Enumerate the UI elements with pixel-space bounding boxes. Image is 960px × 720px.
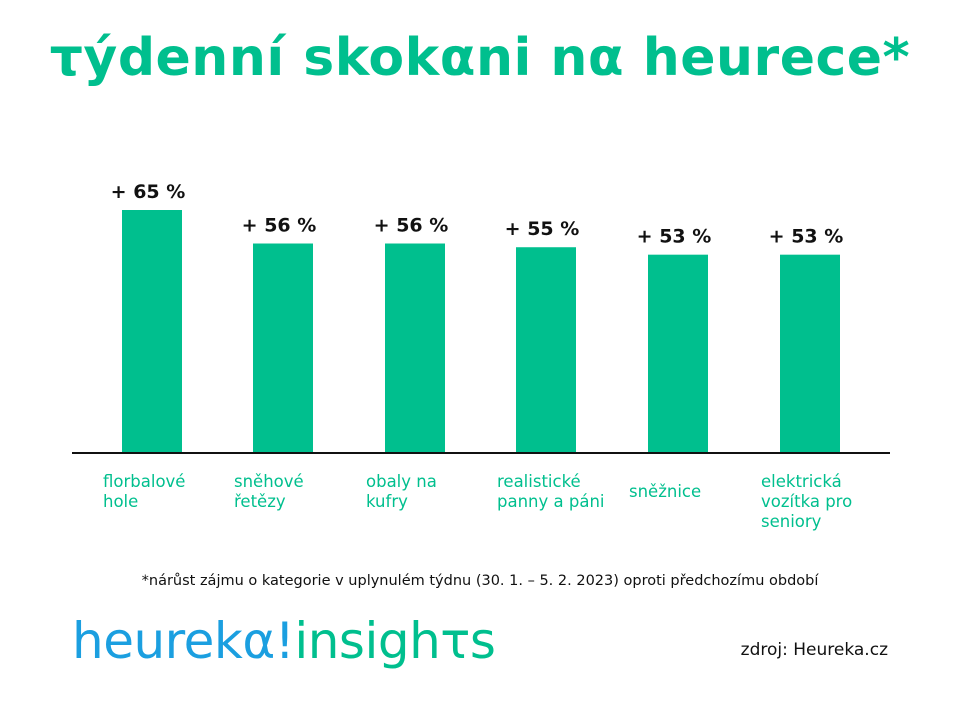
bar-5 xyxy=(780,254,840,452)
logo-part-insights: insighτs xyxy=(294,612,496,670)
bar-value-label-5: + 53 % xyxy=(769,226,844,248)
category-label-3: realistické panny a páni xyxy=(497,472,605,511)
footnote: *nárůst zájmu o kategorie v uplynulém tý… xyxy=(141,573,819,589)
category-label-5: elektrická vozítka pro seniory xyxy=(761,472,852,531)
bar-value-label-3: + 55 % xyxy=(505,218,580,240)
bar-1 xyxy=(253,243,313,452)
bar-3 xyxy=(516,247,576,452)
heureka-insights-logo: heurekα!insighτs xyxy=(72,612,496,670)
category-label-4: sněžnice xyxy=(629,482,701,501)
bar-4 xyxy=(648,254,708,452)
category-label-2: obaly na kufry xyxy=(366,472,437,511)
bar-value-label-4: + 53 % xyxy=(637,226,712,248)
bar-value-label-1: + 56 % xyxy=(242,215,317,237)
logo-part-heureka: heurekα! xyxy=(72,612,295,670)
chart-title: τýdenní skokαni nα heurece* xyxy=(49,28,911,88)
category-label-0: florbalové hole xyxy=(103,472,185,511)
bar-value-label-2: + 56 % xyxy=(374,215,449,237)
category-label-1: sněhové řetězy xyxy=(234,472,304,511)
source-note: zdroj: Heureka.cz xyxy=(740,640,888,660)
bar-0 xyxy=(122,210,182,452)
bar-2 xyxy=(385,243,445,452)
bar-value-label-0: + 65 % xyxy=(111,181,186,203)
